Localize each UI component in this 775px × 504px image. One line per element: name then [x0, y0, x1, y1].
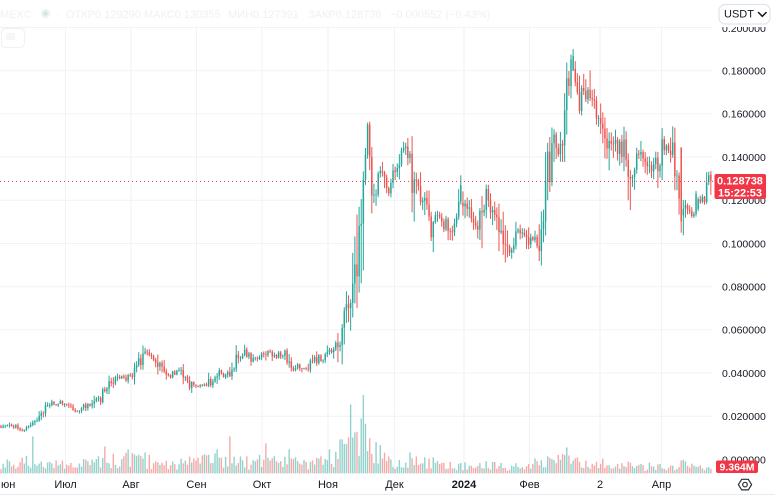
svg-text:0.180000: 0.180000: [722, 66, 766, 78]
svg-text:15:22:53: 15:22:53: [718, 188, 762, 200]
svg-text:МИН0.127391: МИН0.127391: [228, 9, 299, 21]
svg-text:Апр: Апр: [652, 479, 671, 491]
svg-text:0.040000: 0.040000: [722, 368, 766, 380]
svg-text:МАКС0.130355: МАКС0.130355: [144, 9, 221, 21]
svg-text:−0.000552 (−0.43%): −0.000552 (−0.43%): [390, 9, 490, 21]
svg-text:0.060000: 0.060000: [722, 325, 766, 337]
svg-text:0.100000: 0.100000: [722, 238, 766, 250]
svg-text:9.364M: 9.364M: [719, 461, 754, 473]
svg-text:Авг: Авг: [122, 479, 139, 491]
svg-text:0.080000: 0.080000: [722, 282, 766, 294]
svg-text:Фев: Фев: [519, 479, 539, 491]
svg-text:0.160000: 0.160000: [722, 109, 766, 121]
svg-text:Сен: Сен: [186, 479, 206, 491]
svg-text:ЗАКР0.128738: ЗАКР0.128738: [308, 9, 382, 21]
svg-text:Окт: Окт: [253, 479, 272, 491]
svg-text:USDT: USDT: [724, 9, 754, 21]
svg-text:0.140000: 0.140000: [722, 152, 766, 164]
svg-text:Июл: Июл: [54, 479, 76, 491]
svg-text:Дек: Дек: [385, 479, 404, 491]
svg-text:0.128738: 0.128738: [717, 176, 763, 188]
svg-text:Ноя: Ноя: [318, 479, 338, 491]
svg-text:2: 2: [597, 479, 603, 491]
svg-text:юн: юн: [1, 479, 15, 491]
svg-text:0.020000: 0.020000: [722, 411, 766, 423]
svg-text:ОТКР0.129290: ОТКР0.129290: [66, 9, 141, 21]
svg-text:·: ·: [56, 9, 60, 21]
svg-text:MEXC: MEXC: [0, 9, 32, 21]
svg-text:2024: 2024: [452, 479, 477, 491]
